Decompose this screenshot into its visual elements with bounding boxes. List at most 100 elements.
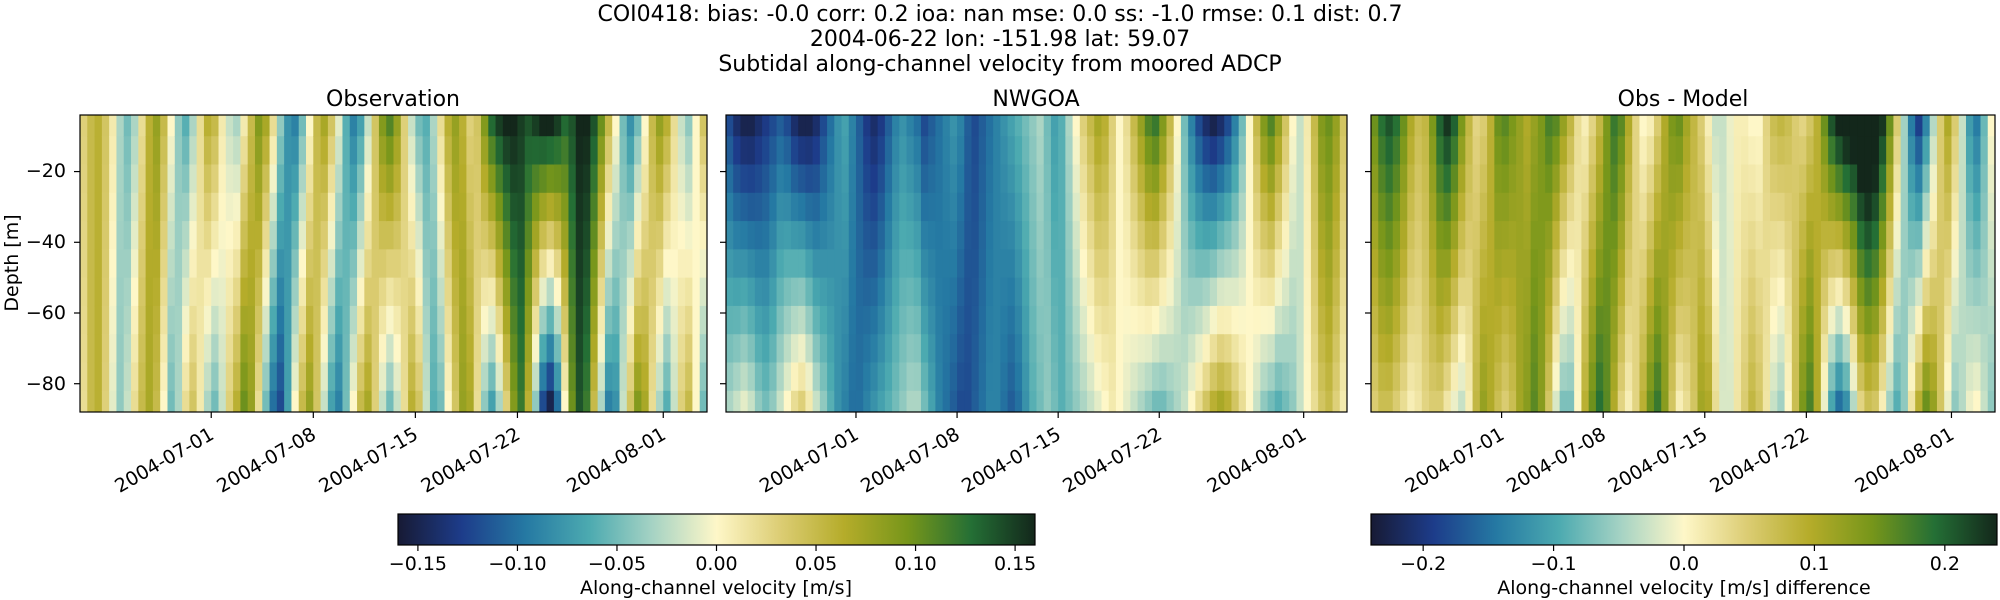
heatmap-cell (1915, 334, 1924, 364)
heatmap-cell (1094, 390, 1103, 412)
heatmap-cell (1726, 390, 1735, 412)
heatmap-cell (1828, 136, 1836, 166)
heatmap-cell (1022, 362, 1030, 392)
heatmap-cell (619, 334, 628, 364)
heatmap-cell (1936, 277, 1945, 307)
heatmap-cell (1980, 192, 1989, 222)
heatmap-cell (1296, 136, 1305, 166)
heatmap-cell (1296, 305, 1305, 335)
heatmap-cell (123, 115, 132, 137)
heatmap-cell (1465, 334, 1474, 364)
heatmap-cell (371, 390, 380, 412)
heatmap-cell (1900, 164, 1909, 194)
heatmap-cell (1726, 249, 1735, 279)
heatmap-cell (1864, 390, 1873, 412)
heatmap-cell (138, 221, 147, 250)
heatmap-cell (641, 334, 650, 364)
heatmap-cell (1267, 390, 1276, 412)
heatmap-cell (1886, 115, 1895, 137)
heatmap-cell (1465, 192, 1474, 222)
heatmap-cell (1871, 164, 1880, 194)
heatmap-cell (313, 362, 322, 392)
heatmap-cell (1022, 221, 1030, 250)
heatmap-cell (1392, 221, 1401, 250)
heatmap-cell (225, 136, 234, 166)
heatmap-cell (1741, 221, 1749, 250)
heatmap-cell (1755, 334, 1764, 364)
heatmap-cell (1180, 192, 1189, 222)
heatmap-cell (189, 221, 198, 250)
heatmap-cell (1813, 136, 1822, 166)
heatmap-cell (1289, 221, 1298, 250)
heatmap-cell (459, 305, 468, 335)
heatmap-cell (1310, 221, 1319, 250)
heatmap-cell (524, 164, 533, 194)
heatmap-cell (1450, 164, 1459, 194)
heatmap-cell (393, 192, 402, 222)
heatmap-cell (1624, 136, 1633, 166)
heatmap-cell (1828, 277, 1836, 307)
colorbar-tick-label: 0.15 (994, 553, 1036, 575)
heatmap-cell (1115, 115, 1124, 137)
heatmap-cell (848, 136, 857, 166)
heatmap-cell (783, 305, 792, 335)
heatmap-cell (906, 136, 915, 166)
heatmap-cell (798, 115, 807, 137)
heatmap-cell (604, 334, 613, 364)
heatmap-cell (783, 136, 792, 166)
heatmap-cell (1501, 115, 1510, 137)
heatmap-cell (1325, 115, 1334, 137)
heatmap-cell (466, 115, 475, 137)
heatmap-cell (1195, 192, 1204, 222)
heatmap-cell (1289, 115, 1298, 137)
heatmap-cell (1400, 362, 1408, 392)
heatmap-cell (1516, 221, 1524, 250)
heatmap-cell (1414, 192, 1423, 222)
heatmap-cell (1712, 192, 1720, 222)
heatmap-cell (1755, 362, 1764, 392)
heatmap-cell (1857, 136, 1865, 166)
heatmap-cell (488, 390, 497, 412)
heatmap-cell (733, 305, 742, 335)
heatmap-cell (754, 390, 763, 412)
heatmap-cell (1922, 305, 1931, 335)
heatmap-cell (855, 249, 864, 279)
heatmap-cell (364, 277, 373, 307)
heatmap-cell (1813, 221, 1822, 250)
heatmap-cell (1915, 305, 1924, 335)
heatmap-cell (378, 192, 387, 222)
heatmap-cell (1274, 334, 1283, 364)
heatmap-cell (1936, 115, 1945, 137)
heatmap-cell (189, 136, 198, 166)
heatmap-cell (978, 305, 987, 335)
heatmap-cell (949, 221, 958, 250)
heatmap-cell (532, 277, 540, 307)
heatmap-cell (1733, 390, 1742, 412)
heatmap-cell (1552, 390, 1561, 412)
heatmap-cell (561, 249, 570, 279)
heatmap-cell (648, 334, 657, 364)
heatmap-cell (1849, 115, 1858, 137)
heatmap-cell (495, 334, 504, 364)
heatmap-cell (1014, 192, 1023, 222)
heatmap-cell (532, 249, 540, 279)
heatmap-cell (740, 334, 749, 364)
x-tick-label: 2004-07-15 (958, 423, 1065, 497)
heatmap-cell (1646, 136, 1655, 166)
heatmap-cell (1318, 334, 1326, 364)
heatmap-cell (1339, 115, 1347, 137)
heatmap-cell (1726, 305, 1735, 335)
heatmap-cell (306, 221, 314, 250)
heatmap-cell (1726, 362, 1735, 392)
heatmap-cell (634, 390, 642, 412)
heatmap-cell (663, 390, 672, 412)
heatmap-cell (906, 362, 915, 392)
heatmap-cell (1878, 390, 1887, 412)
heatmap-cell (1799, 334, 1807, 364)
heatmap-cell (692, 192, 701, 222)
heatmap-cell (776, 277, 785, 307)
heatmap-cell (1770, 277, 1778, 307)
heatmap-cell (335, 136, 344, 166)
heatmap-cell (1857, 221, 1865, 250)
heatmap-cell (1245, 164, 1254, 194)
